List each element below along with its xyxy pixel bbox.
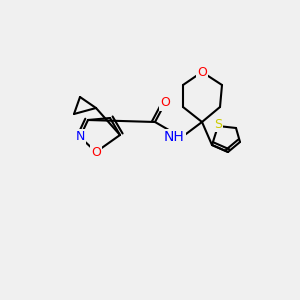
Text: O: O <box>160 97 170 110</box>
Text: NH: NH <box>164 130 184 144</box>
Text: O: O <box>197 65 207 79</box>
Text: N: N <box>75 130 85 143</box>
Text: O: O <box>91 146 101 158</box>
Text: S: S <box>214 118 222 130</box>
